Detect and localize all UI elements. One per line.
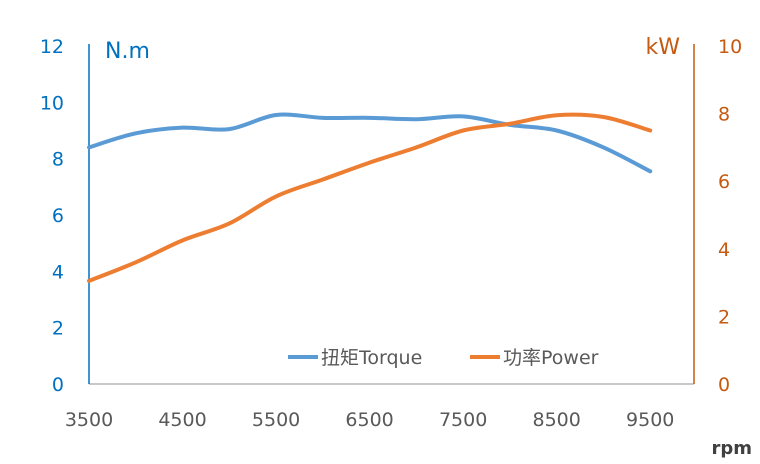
- y-right-tick-label: 10: [718, 36, 742, 58]
- x-tick-label: 5500: [252, 409, 300, 431]
- y-right-tick-label: 6: [718, 171, 730, 193]
- y-left-tick-label: 10: [40, 92, 64, 114]
- y-right-axis-title: kW: [646, 35, 681, 60]
- y-left-axis-title: N.m: [105, 39, 150, 64]
- y-left-tick-label: 2: [52, 318, 64, 340]
- y-left-tick-label: 8: [52, 149, 64, 171]
- x-tick-label: 4500: [158, 409, 206, 431]
- x-axis-title: rpm: [711, 438, 752, 459]
- y-left-tick-label: 0: [52, 374, 64, 396]
- series-line-torque: [87, 112, 653, 174]
- y-left-tick-label: 12: [40, 36, 64, 58]
- x-tick-label: 6500: [345, 409, 393, 431]
- y-left-tick-label: 6: [52, 205, 64, 227]
- y-right-tick-label: 8: [718, 104, 730, 126]
- series-line-power: [87, 112, 653, 283]
- y-right-tick-label: 4: [718, 239, 730, 261]
- x-tick-label: 3500: [65, 409, 113, 431]
- x-tick-label: 7500: [439, 409, 487, 431]
- x-tick-label: 9500: [626, 409, 674, 431]
- y-left-tick-label: 4: [52, 261, 64, 283]
- legend-label: 功率Power: [503, 347, 599, 369]
- legend-label: 扭矩Torque: [321, 347, 422, 369]
- y-right-tick-label: 2: [718, 306, 730, 328]
- y-right-tick-label: 0: [718, 374, 730, 396]
- x-tick-label: 8500: [533, 409, 581, 431]
